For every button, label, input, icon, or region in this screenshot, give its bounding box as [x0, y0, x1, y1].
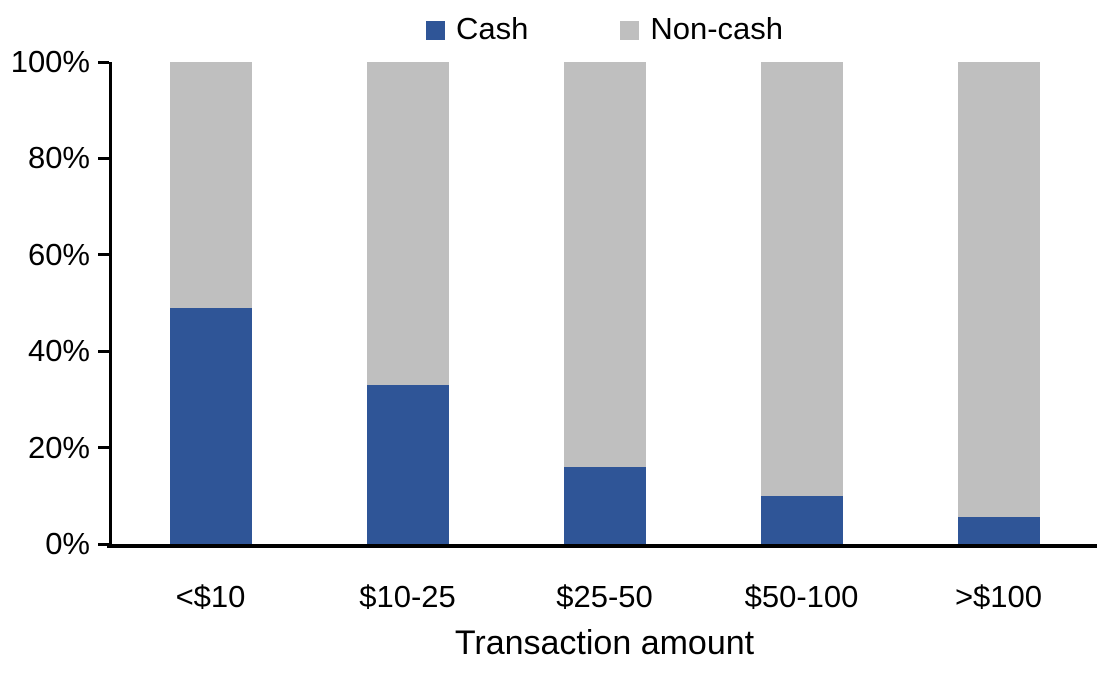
bar-segment-noncash — [366, 62, 449, 385]
x-axis-title: Transaction amount — [454, 624, 755, 662]
bar-segment-cash — [169, 307, 252, 544]
y-tick-mark — [98, 253, 109, 257]
bar-2 — [366, 62, 449, 544]
legend-item-cash: Cash — [425, 11, 529, 46]
y-tick-mark — [98, 60, 109, 64]
cash-swatch-icon — [425, 20, 445, 40]
y-tick-label: 0% — [45, 526, 90, 561]
y-tick-mark — [98, 156, 109, 160]
y-tick-label: 40% — [27, 333, 90, 369]
x-tick-label: $50-100 — [744, 579, 859, 614]
x-tick-label: <$10 — [175, 579, 246, 614]
bar-segment-noncash — [957, 62, 1040, 518]
legend-item-noncash: Non-cash — [620, 12, 783, 46]
bar-5 — [957, 62, 1040, 544]
noncash-swatch-icon — [620, 20, 640, 40]
bar-segment-cash — [563, 466, 646, 544]
y-tick-mark — [98, 349, 109, 353]
bar-segment-cash — [366, 384, 449, 544]
y-axis-line — [109, 62, 112, 548]
y-tick-label: 80% — [27, 140, 90, 176]
bar-1 — [169, 62, 252, 544]
bar-segment-noncash — [760, 62, 843, 496]
bar-3 — [563, 62, 646, 544]
bar-segment-cash — [760, 495, 843, 544]
y-tick-mark — [98, 542, 109, 546]
bar-segment-noncash — [169, 62, 252, 308]
x-tick-label: >$100 — [954, 579, 1043, 614]
x-tick-label: $25-50 — [556, 579, 653, 614]
legend-label-cash: Cash — [455, 11, 529, 46]
legend-label-noncash: Non-cash — [650, 11, 784, 46]
y-tick-label: 60% — [27, 236, 90, 272]
x-axis-line — [107, 544, 1097, 548]
y-tick-mark — [98, 446, 109, 450]
bar-segment-noncash — [563, 62, 646, 467]
x-tick-label: $10-25 — [359, 579, 456, 614]
bar-segment-cash — [957, 517, 1040, 544]
y-tick-label: 100% — [10, 44, 90, 79]
y-tick-label: 20% — [27, 429, 90, 465]
legend: Cash Non-cash — [112, 12, 1097, 46]
bar-4 — [760, 62, 843, 544]
